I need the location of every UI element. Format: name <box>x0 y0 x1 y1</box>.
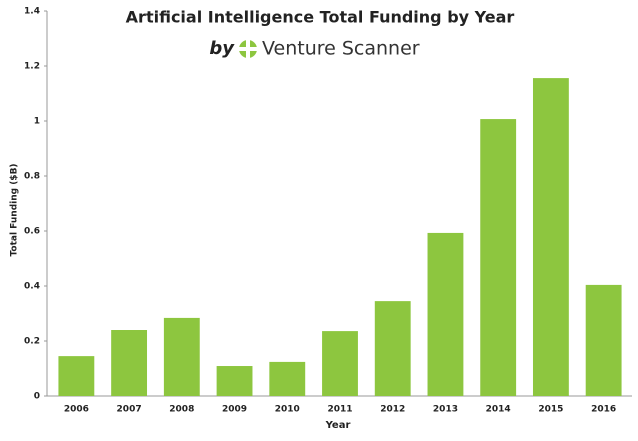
bar <box>322 331 358 396</box>
subtitle-brand: Venture Scanner <box>262 38 420 60</box>
y-tick-label: 0.6 <box>24 227 40 237</box>
y-tick-label: 1.4 <box>24 7 40 17</box>
y-tick-label: 0.4 <box>24 282 40 292</box>
y-tick-label: 1 <box>34 117 40 127</box>
x-tick-label: 2010 <box>275 405 300 415</box>
y-tick-label: 0 <box>34 392 40 402</box>
x-tick-label: 2016 <box>591 405 616 415</box>
x-tick-label: 2014 <box>486 405 511 415</box>
bar <box>585 284 622 396</box>
bar <box>374 301 411 396</box>
x-tick-label: 2007 <box>117 405 142 415</box>
subtitle-prefix: by <box>209 38 235 59</box>
x-tick-label: 2008 <box>169 405 194 415</box>
x-tick-label: 2009 <box>222 405 247 415</box>
bar <box>269 361 306 396</box>
x-tick-label: 2013 <box>433 405 458 415</box>
y-tick-label: 0.2 <box>24 337 40 347</box>
y-tick-label: 1.2 <box>24 62 40 72</box>
bar <box>216 366 253 396</box>
x-axis-label: Year <box>325 420 351 431</box>
x-tick-label: 2012 <box>380 405 405 415</box>
bar <box>427 232 464 396</box>
bar <box>480 119 517 396</box>
x-tick-label: 2006 <box>64 405 89 415</box>
x-tick-label: 2011 <box>327 405 352 415</box>
chart-title: Artificial Intelligence Total Funding by… <box>126 8 515 27</box>
y-tick-label: 0.8 <box>24 172 40 182</box>
y-axis-label: Total Funding ($B) <box>10 163 20 256</box>
bar <box>58 356 95 396</box>
logo <box>239 40 257 58</box>
bar <box>163 317 200 396</box>
bar <box>111 330 148 396</box>
bar <box>532 78 569 396</box>
x-tick-label: 2015 <box>538 405 563 415</box>
